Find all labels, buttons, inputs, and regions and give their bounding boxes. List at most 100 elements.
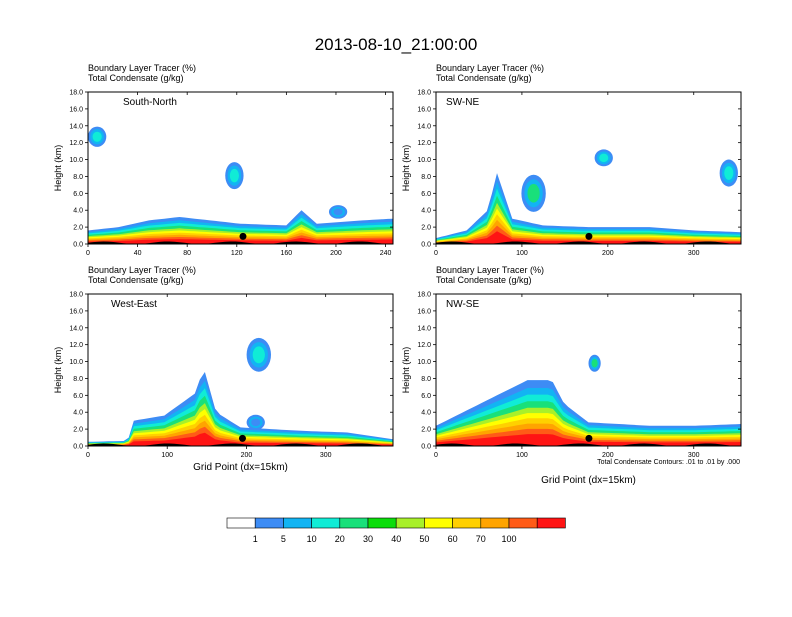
tracer-cell (92, 131, 102, 142)
terrain (436, 443, 741, 446)
y-tick-label: 4.0 (73, 410, 83, 417)
terrain (88, 443, 393, 446)
x-tick-label: 0 (434, 452, 438, 459)
colorbar-swatch (311, 517, 341, 529)
y-tick-label: 12.0 (417, 342, 431, 349)
panel-label: South-North (123, 97, 177, 108)
colorbar-label: 5 (281, 534, 286, 544)
surface-point-marker (238, 434, 246, 442)
x-tick-label: 120 (231, 250, 243, 257)
tracer-field (88, 126, 393, 244)
terrain (436, 241, 741, 244)
colorbar-label: 70 (476, 534, 486, 544)
colorbar-swatch (226, 517, 256, 529)
surface-point-marker (585, 232, 593, 240)
y-tick-label: 8.0 (421, 376, 431, 383)
colorbar-swatch (254, 517, 284, 529)
tracer-cell (724, 166, 734, 180)
x-tick-label: 200 (602, 250, 614, 257)
y-axis-label: Height (km) (401, 347, 411, 394)
colorbar-label: 40 (391, 534, 401, 544)
panel-subtitle-condensate: Total Condensate (g/kg) (436, 275, 532, 285)
y-tick-label: 12.0 (69, 342, 83, 349)
y-tick-label: 18.0 (417, 292, 431, 299)
colorbar-swatch (367, 517, 397, 529)
y-tick-label: 14.0 (69, 325, 83, 332)
y-tick-label: 0.0 (421, 444, 431, 451)
panel-subtitle-condensate: Total Condensate (g/kg) (88, 275, 184, 285)
y-tick-label: 10.0 (69, 359, 83, 366)
x-axis-label: Grid Point (dx=15km) (541, 475, 636, 486)
colorbar-swatch (395, 517, 425, 529)
colorbar-label: 60 (448, 534, 458, 544)
y-tick-label: 16.0 (417, 308, 431, 315)
y-tick-label: 14.0 (417, 123, 431, 130)
tracer-cell (251, 418, 261, 427)
colorbar-swatch (283, 517, 312, 529)
y-tick-label: 2.0 (73, 225, 83, 232)
y-tick-label: 18.0 (69, 90, 83, 97)
x-tick-label: 40 (134, 250, 142, 257)
y-tick-label: 18.0 (69, 292, 83, 299)
tracer-field (436, 354, 741, 446)
colorbar-label: 30 (363, 534, 373, 544)
colorbar-swatch (508, 517, 538, 529)
panel-label: SW-NE (446, 97, 479, 108)
y-tick-label: 6.0 (421, 191, 431, 198)
colorbar: 1 5 10 20 30 40 50 60 70 100 (226, 517, 566, 544)
y-tick-label: 14.0 (69, 123, 83, 130)
y-axis-label: Height (km) (53, 347, 63, 394)
x-tick-label: 300 (688, 250, 700, 257)
y-tick-label: 16.0 (417, 106, 431, 113)
tracer-cell (333, 208, 343, 216)
y-tick-label: 14.0 (417, 325, 431, 332)
y-tick-label: 2.0 (421, 427, 431, 434)
tracer-band (436, 434, 741, 446)
panel-nw-se: Boundary Layer Tracer (%) Total Condensa… (401, 265, 742, 486)
y-tick-label: 10.0 (417, 157, 431, 164)
panel-subtitle-tracer: Boundary Layer Tracer (%) (436, 63, 544, 73)
x-tick-label: 240 (380, 250, 392, 257)
tracer-band (436, 231, 741, 244)
x-tick-label: 100 (161, 452, 173, 459)
y-tick-label: 18.0 (417, 90, 431, 97)
x-tick-label: 80 (183, 250, 191, 257)
x-tick-label: 200 (241, 452, 253, 459)
y-tick-label: 0.0 (421, 242, 431, 249)
y-tick-label: 6.0 (421, 393, 431, 400)
y-tick-label: 12.0 (417, 140, 431, 147)
plot-frame (87, 91, 394, 245)
y-tick-label: 6.0 (73, 393, 83, 400)
terrain (88, 241, 393, 244)
plot-frame (87, 293, 394, 447)
y-tick-label: 6.0 (73, 191, 83, 198)
y-tick-label: 10.0 (69, 157, 83, 164)
x-tick-label: 300 (320, 452, 332, 459)
colorbar-swatch (536, 517, 566, 529)
surface-point-marker (239, 232, 247, 240)
y-tick-label: 0.0 (73, 444, 83, 451)
tracer-cell (591, 359, 598, 368)
colorbar-swatch (339, 517, 369, 529)
panel-label: NW-SE (446, 299, 479, 310)
y-tick-label: 8.0 (421, 174, 431, 181)
colorbar-swatch (480, 517, 510, 529)
x-tick-label: 100 (516, 452, 528, 459)
x-tick-label: 0 (86, 452, 90, 459)
y-tick-label: 16.0 (69, 308, 83, 315)
colorbar-swatch (452, 517, 482, 529)
x-tick-label: 0 (434, 250, 438, 257)
panel-subtitle-condensate: Total Condensate (g/kg) (88, 73, 184, 83)
y-tick-label: 10.0 (417, 359, 431, 366)
tracer-band (88, 432, 393, 446)
panel-sw-ne: Boundary Layer Tracer (%) Total Condensa… (401, 63, 742, 257)
tracer-cell (527, 184, 540, 203)
y-tick-label: 2.0 (73, 427, 83, 434)
panel-subtitle-tracer: Boundary Layer Tracer (%) (88, 63, 196, 73)
panel-south-north: Boundary Layer Tracer (%) Total Condensa… (53, 63, 394, 257)
figure-title: 2013-08-10_21:00:00 (315, 35, 478, 54)
panel-west-east: Boundary Layer Tracer (%) Total Condensa… (53, 265, 394, 473)
x-tick-label: 200 (602, 452, 614, 459)
